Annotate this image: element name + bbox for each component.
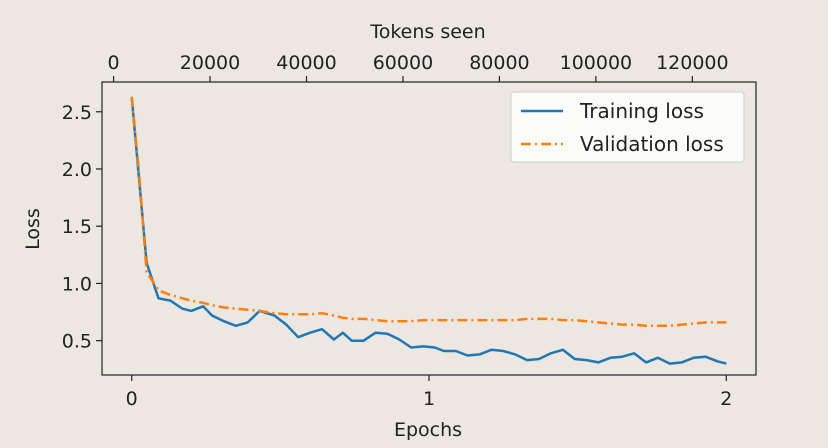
top-tick-label: 20000 (180, 52, 240, 74)
top-tick-label: 100000 (560, 52, 633, 74)
top-tick-label: 40000 (276, 52, 336, 74)
axes-layer: 0 1 2 0.5 1.0 1.5 2.0 2.5 0 20000 40000 60000 80000 1… (62, 52, 757, 410)
x-tick-label: 2 (720, 388, 732, 410)
top-tick-label: 0 (108, 52, 120, 74)
top-tick-label: 60000 (373, 52, 433, 74)
top-tick-label: 80000 (469, 52, 529, 74)
y-axis-label: Loss (22, 208, 44, 250)
legend-validation-label: Validation loss (580, 132, 724, 156)
y-tick-label: 2.0 (62, 159, 92, 181)
y-tick-label: 1.5 (62, 216, 92, 238)
y-tick-label: 0.5 (62, 331, 92, 353)
top-axis-label: Tokens seen (369, 21, 485, 43)
series-line-1 (130, 96, 727, 328)
legend: Training loss Validation loss (510, 91, 745, 163)
y-tick-label: 2.5 (62, 102, 92, 124)
y-tick-label: 1.0 (62, 273, 92, 295)
series-line-0 (130, 96, 727, 365)
legend-frame (510, 91, 745, 163)
legend-training-label: Training loss (579, 99, 704, 123)
top-tick-label: 120000 (656, 52, 729, 74)
x-tick-label: 1 (423, 388, 435, 410)
x-axis-label: Epochs (394, 419, 462, 441)
x-tick-label: 0 (126, 388, 138, 410)
series-layer (130, 96, 727, 365)
